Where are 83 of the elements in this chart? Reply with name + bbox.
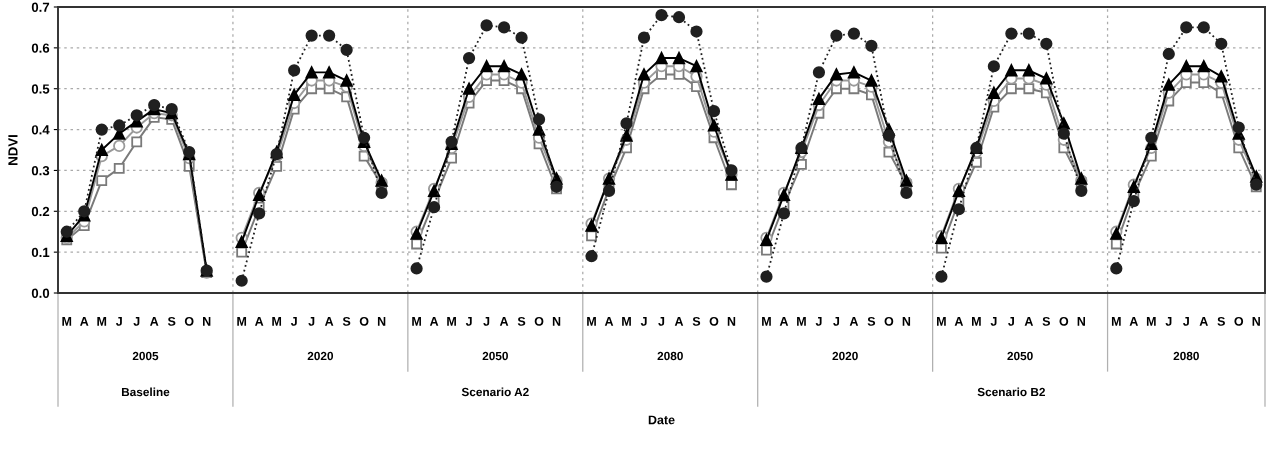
x-tick-label: J [815, 317, 822, 326]
x-tick-label: A [779, 317, 789, 326]
x-tick-label: A [429, 317, 439, 326]
x-tick-label: S [867, 316, 876, 326]
x-tick-label: J [640, 317, 647, 326]
x-tick-label: M [1111, 317, 1121, 326]
x-tick-label: N [1252, 317, 1260, 326]
y-tick-label: 0.3 [31, 166, 50, 176]
x-tick-label: A [849, 317, 859, 326]
x-tick-label: M [237, 317, 247, 326]
x-tick-label: S [1217, 316, 1225, 326]
x-tick-label: J [465, 317, 472, 326]
x-tick-label: J [1165, 317, 1172, 326]
x-tick-label: N [1077, 317, 1085, 326]
x-tick-label: N [552, 317, 561, 326]
x-tick-label: A [1024, 317, 1034, 326]
x-tick-label: M [762, 317, 771, 326]
text: 2020 [307, 351, 334, 361]
x-tick-label: O [534, 316, 544, 326]
x-tick-label: N [203, 317, 211, 326]
x-tick-label: S [692, 316, 701, 326]
x-tick-label: J [658, 317, 665, 326]
y-tick-label: 0.1 [31, 247, 50, 258]
x-tick-label: J [990, 317, 997, 326]
x-tick-label: A [1129, 317, 1138, 326]
x-tick-label: J [483, 317, 490, 326]
text: 2050 [1007, 351, 1033, 361]
x-tick-label: M [797, 317, 806, 326]
text: 2050 [482, 351, 508, 361]
y-tick-label: 0.7 [31, 2, 50, 12]
x-tick-label: M [62, 317, 72, 326]
text: Baseline [121, 387, 170, 397]
x-tick-label: S [342, 316, 351, 326]
x-tick-label: M [412, 317, 421, 326]
x-tick-label: M [972, 317, 981, 326]
y-tick-label: 0.5 [31, 84, 50, 94]
x-tick-label: J [308, 317, 315, 326]
x-tick-label: M [272, 317, 282, 326]
x-tick-label: M [587, 317, 596, 326]
x-tick-label: J [290, 317, 297, 326]
x-tick-label: J [833, 317, 840, 326]
text: 2005 [132, 351, 159, 361]
x-tick-label: J [133, 317, 140, 326]
x-tick-label: S [517, 316, 526, 326]
y-tick-label: 0.0 [31, 288, 50, 298]
x-tick-label: M [937, 317, 946, 326]
x-tick-label: A [1199, 317, 1208, 326]
x-tick-label: M [97, 317, 107, 326]
x-tick-label: J [115, 317, 122, 326]
x-tick-label: S [167, 316, 176, 326]
text: 2020 [832, 351, 858, 361]
x-tick-label: A [604, 317, 614, 326]
x-tick-label: O [184, 316, 194, 326]
x-tick-label: N [902, 317, 911, 326]
x-tick-label: J [1183, 317, 1189, 326]
text: Scenario A2 [461, 387, 529, 397]
x-tick-label: A [150, 317, 159, 326]
x-tick-label: A [674, 317, 684, 326]
x-tick-label: O [359, 316, 369, 326]
text: Date [648, 415, 675, 425]
x-tick-label: O [884, 316, 894, 326]
x-tick-label: N [727, 317, 736, 326]
text: Scenario B2 [977, 387, 1045, 397]
x-tick-label: O [709, 316, 719, 326]
y-axis-title: NDVI [8, 135, 18, 165]
x-tick-label: A [80, 317, 89, 326]
text: 2080 [1173, 351, 1199, 361]
x-tick-label: O [1234, 316, 1244, 326]
x-tick-label: A [324, 317, 334, 326]
x-tick-label: A [954, 317, 964, 326]
y-tick-label: 0.4 [31, 125, 50, 135]
x-tick-label: A [499, 317, 509, 326]
x-tick-label: M [447, 317, 456, 326]
x-tick-label: S [1042, 316, 1051, 326]
text: 2080 [657, 351, 683, 361]
y-tick-label: 0.6 [31, 43, 50, 53]
x-tick-label: N [377, 317, 386, 326]
x-tick-label: J [1008, 317, 1014, 326]
x-tick-label: M [622, 317, 631, 326]
x-tick-label: M [1146, 317, 1156, 326]
y-tick-label: 0.2 [31, 206, 50, 217]
x-tick-label: O [1059, 316, 1069, 326]
x-tick-label: A [254, 317, 264, 326]
